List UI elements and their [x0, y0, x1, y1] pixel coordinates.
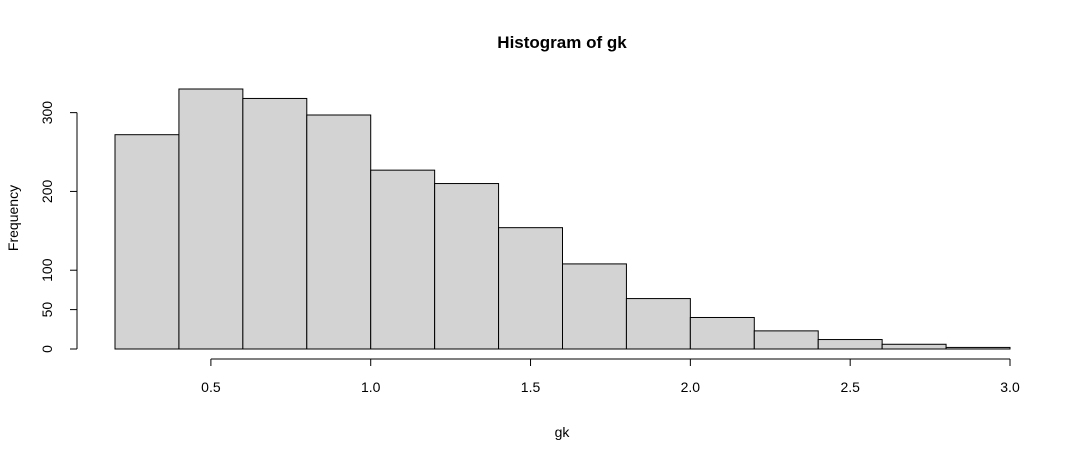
histogram-bar — [881, 343, 947, 350]
bars-group — [114, 88, 1011, 350]
histogram-bar — [114, 134, 180, 350]
histogram-bar — [753, 330, 819, 350]
y-axis-label: Frequency — [5, 185, 21, 251]
y-tick-label: 0 — [39, 345, 55, 353]
histogram-bar — [562, 263, 627, 350]
x-tick-label: 1.0 — [361, 379, 381, 395]
x-tick-label: 3.0 — [1000, 379, 1020, 395]
histogram-bar — [242, 97, 308, 350]
histogram-bar — [178, 88, 244, 350]
x-axis-label: gk — [555, 424, 571, 440]
y-tick-label: 200 — [39, 180, 55, 204]
y-tick-label: 300 — [39, 101, 55, 125]
histogram-bar — [625, 298, 691, 350]
histogram-bar — [498, 227, 564, 350]
y-tick-label: 50 — [39, 302, 55, 318]
histogram-bar — [370, 169, 436, 350]
histogram-bar — [306, 114, 372, 350]
x-tick-label: 0.5 — [201, 379, 221, 395]
histogram-bar — [434, 183, 500, 350]
chart-title: Histogram of gk — [497, 33, 627, 52]
x-axis: 0.5 1.0 1.5 2.0 2.5 3.0 — [201, 358, 1020, 395]
y-tick-label: 100 — [39, 258, 55, 282]
y-axis: 0 50 100 200 300 — [39, 101, 78, 353]
x-tick-label: 2.5 — [840, 379, 860, 395]
x-tick-label: 2.0 — [681, 379, 701, 395]
histogram-bar — [689, 316, 755, 350]
histogram-bar — [945, 346, 1011, 350]
histogram-bar — [817, 339, 883, 350]
x-tick-label: 1.5 — [521, 379, 541, 395]
